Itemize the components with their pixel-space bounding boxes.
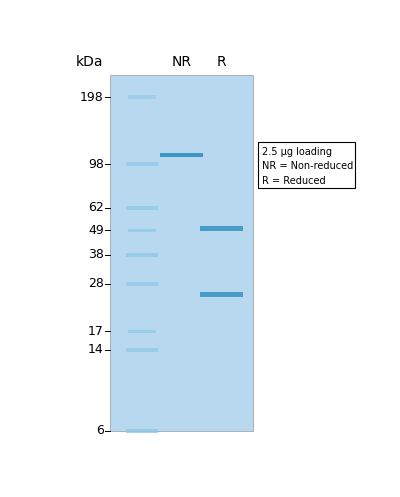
Text: 6: 6: [96, 424, 104, 437]
Bar: [126, 206, 158, 210]
Text: 2.5 μg loading
NR = Non-reduced
R = Reduced: 2.5 μg loading NR = Non-reduced R = Redu…: [262, 147, 354, 186]
Text: 38: 38: [88, 248, 104, 261]
Bar: [200, 226, 243, 231]
Bar: [110, 75, 253, 431]
Text: 62: 62: [88, 201, 104, 214]
Text: NR: NR: [172, 55, 192, 69]
Bar: [128, 330, 156, 333]
Text: 14: 14: [88, 343, 104, 356]
Text: 17: 17: [88, 325, 104, 338]
Bar: [128, 95, 156, 98]
Bar: [126, 162, 158, 166]
Text: 98: 98: [88, 158, 104, 170]
Bar: [128, 229, 156, 232]
Text: 198: 198: [80, 90, 104, 103]
Bar: [200, 292, 243, 297]
Text: R: R: [217, 55, 226, 69]
Text: kDa: kDa: [76, 55, 104, 69]
Bar: [126, 428, 158, 433]
Bar: [126, 252, 158, 256]
Bar: [258, 142, 355, 188]
Bar: [160, 153, 203, 157]
Bar: [126, 348, 158, 352]
Bar: [126, 282, 158, 286]
Text: 49: 49: [88, 224, 104, 237]
Text: 28: 28: [88, 277, 104, 290]
